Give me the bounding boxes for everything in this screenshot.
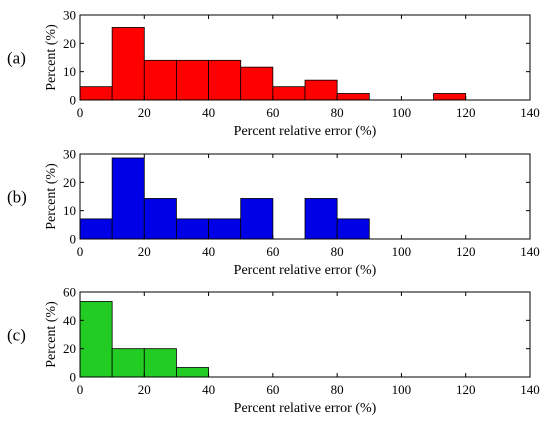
- x-tick-label-a-80: 80: [331, 105, 344, 120]
- x-tick-label-b-140: 140: [520, 244, 540, 259]
- y-tick-label-b-10: 10: [63, 203, 76, 218]
- x-tick-label-c-60: 60: [266, 382, 279, 397]
- x-axis-label-c: Percent relative error (%): [234, 401, 377, 416]
- panel-a: 0 20 40 60 80 100 120 140 0 10 20 30 Percent relativ…: [7, 8, 540, 140]
- bar-b-80-90: [336, 218, 370, 240]
- bar-b-40-50: [208, 218, 242, 240]
- x-tick-label-c-120: 120: [456, 382, 476, 397]
- panel-c: 0 20 40 60 80 100 120 140 0 20 40 60 Percent relativ…: [7, 285, 540, 417]
- bar-b-10-20: [111, 157, 145, 240]
- bar-c-30-40: [176, 367, 209, 378]
- x-tick-label-c-100: 100: [392, 382, 412, 397]
- bar-a-70-80: [304, 79, 338, 101]
- bar-b-30-40: [176, 218, 209, 240]
- y-axis-label-b: Percent (%): [44, 163, 59, 230]
- x-tick-label-b-60: 60: [266, 244, 279, 259]
- axes-frame-b: [79, 153, 531, 240]
- axes-frame-a: [79, 14, 531, 101]
- y-tick-label-b-30: 30: [63, 147, 76, 162]
- bar-a-0-10: [79, 86, 113, 101]
- bar-a-110-120: [433, 93, 467, 101]
- x-tick-label-a-140: 140: [520, 105, 540, 120]
- x-axis-label-a: Percent relative error (%): [234, 124, 377, 139]
- x-tick-label-a-100: 100: [392, 105, 412, 120]
- bar-a-30-40: [176, 59, 209, 101]
- bar-a-20-30: [143, 59, 177, 101]
- bar-b-50-60: [240, 198, 274, 240]
- y-axis-label-c: Percent (%): [44, 301, 59, 368]
- y-tick-label-b-0: 0: [70, 232, 77, 247]
- x-tick-label-c-20: 20: [138, 382, 151, 397]
- x-tick-label-b-40: 40: [202, 244, 215, 259]
- panel-label-a: (a): [7, 49, 26, 68]
- x-tick-label-a-0: 0: [77, 105, 84, 120]
- y-tick-label-c-0: 0: [70, 370, 77, 385]
- bar-a-80-90: [336, 93, 370, 101]
- y-tick-label-a-0: 0: [70, 93, 77, 108]
- panel-b: 0 20 40 60 80 100 120 140 0 10 20 30 Percent relativ…: [7, 147, 540, 279]
- panel-label-b: (b): [7, 188, 27, 207]
- x-tick-label-c-40: 40: [202, 382, 215, 397]
- bar-c-0-10: [79, 301, 113, 378]
- bar-b-0-10: [79, 218, 113, 240]
- x-tick-label-a-120: 120: [456, 105, 476, 120]
- bar-c-10-20: [111, 348, 145, 378]
- y-axis-label-a: Percent (%): [44, 24, 59, 91]
- y-tick-label-a-10: 10: [63, 64, 76, 79]
- x-tick-label-a-20: 20: [138, 105, 151, 120]
- y-tick-label-c-40: 40: [63, 313, 76, 328]
- x-tick-label-c-80: 80: [331, 382, 344, 397]
- y-tick-label-c-20: 20: [63, 341, 76, 356]
- x-tick-label-b-120: 120: [456, 244, 476, 259]
- bar-a-50-60: [240, 66, 274, 101]
- x-tick-label-b-0: 0: [77, 244, 84, 259]
- bar-a-60-70: [272, 86, 306, 101]
- y-tick-label-c-60: 60: [63, 285, 76, 300]
- bar-b-70-80: [304, 198, 338, 240]
- x-tick-label-c-140: 140: [520, 382, 540, 397]
- x-tick-label-b-100: 100: [392, 244, 412, 259]
- panel-label-c: (c): [7, 326, 26, 345]
- x-tick-label-a-60: 60: [266, 105, 279, 120]
- x-tick-label-b-20: 20: [138, 244, 151, 259]
- axes-frame-c: [79, 291, 531, 378]
- x-tick-label-a-40: 40: [202, 105, 215, 120]
- bar-a-40-50: [208, 59, 242, 101]
- y-tick-label-b-20: 20: [63, 175, 76, 190]
- x-tick-label-b-80: 80: [331, 244, 344, 259]
- bar-a-10-20: [111, 27, 145, 101]
- y-tick-label-a-20: 20: [63, 36, 76, 51]
- bar-c-20-30: [143, 348, 177, 378]
- x-axis-label-b: Percent relative error (%): [234, 263, 377, 278]
- bar-b-20-30: [143, 198, 177, 240]
- y-tick-label-a-30: 30: [63, 8, 76, 23]
- x-tick-label-c-0: 0: [77, 382, 84, 397]
